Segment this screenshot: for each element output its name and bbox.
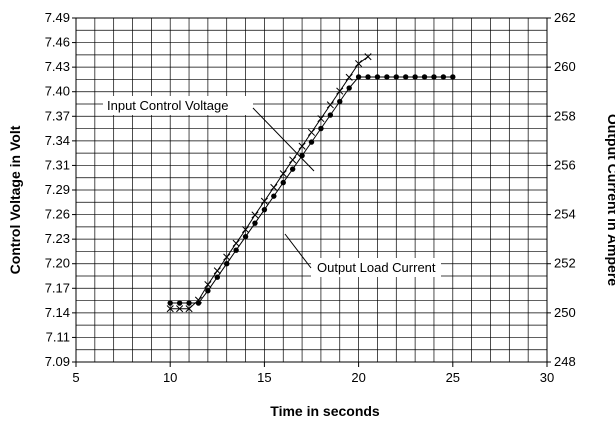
data-point-output-load-current <box>374 74 381 80</box>
y-axis-title: Control Voltage in Volt <box>7 125 23 274</box>
data-point-input-control-voltage <box>336 87 344 95</box>
y-tick-label: 7.40 <box>45 84 70 99</box>
data-point-output-load-current <box>224 261 230 267</box>
data-point-output-load-current <box>393 74 399 80</box>
data-point-input-control-voltage <box>260 197 268 205</box>
data-point-output-load-current <box>440 74 447 80</box>
y2-tick-label: 256 <box>554 157 576 172</box>
y2-tick-label: 248 <box>554 354 576 369</box>
data-point-input-control-voltage <box>317 115 325 123</box>
y2-tick-label: 262 <box>554 10 576 25</box>
data-point-output-load-current <box>233 247 239 253</box>
x-tick-label: 15 <box>257 370 271 385</box>
data-point-input-control-voltage <box>251 211 259 219</box>
data-point-input-control-voltage <box>242 226 250 234</box>
y-tick-label: 7.20 <box>45 256 70 271</box>
data-point-output-load-current <box>280 179 286 186</box>
y-tick-label: 7.26 <box>45 207 70 222</box>
y2-tick-label: 250 <box>554 305 576 320</box>
data-point-output-load-current <box>337 98 343 105</box>
y-tick-label: 7.31 <box>45 157 70 172</box>
data-point-output-load-current <box>403 74 409 80</box>
annotation-box <box>103 96 253 115</box>
annotation-label-output-current: Output Load Current <box>317 260 436 275</box>
data-point-output-load-current <box>252 220 258 226</box>
y2-tick-label: 258 <box>554 108 576 123</box>
data-point-output-load-current <box>299 152 305 159</box>
y-tick-label: 7.11 <box>46 329 70 344</box>
x-tick-label: 5 <box>72 370 79 385</box>
data-point-output-load-current <box>346 85 352 91</box>
axis-tick-labels: 5 10 15 20 25 30 7.09 7.11 7.14 7.17 7.20 7.23 7.26 7… <box>45 10 576 385</box>
y-tick-label: 7.43 <box>45 59 70 74</box>
y-tick-label: 7.37 <box>45 108 70 123</box>
data-point-output-load-current <box>167 300 173 306</box>
y-tick-label: 7.23 <box>45 231 70 246</box>
data-point-output-load-current <box>261 206 268 213</box>
data-point-input-control-voltage <box>213 267 221 275</box>
y2-tick-label: 252 <box>554 256 576 271</box>
y-tick-label: 7.09 <box>45 354 70 369</box>
y2-axis-title: Output Current in Ampere <box>605 114 615 286</box>
data-point-input-control-voltage <box>289 156 297 164</box>
data-point-input-control-voltage <box>279 170 287 178</box>
data-point-output-load-current <box>384 74 390 80</box>
data-point-output-load-current <box>271 193 277 199</box>
data-point-input-control-voltage <box>176 305 184 313</box>
x-tick-label: 30 <box>540 370 554 385</box>
annotation-output-load-current: Output Load Current <box>284 233 441 277</box>
y2-tick-label: 260 <box>554 59 576 74</box>
data-point-input-control-voltage <box>270 183 278 191</box>
data-point-output-load-current <box>355 74 362 80</box>
data-point-output-load-current <box>327 112 334 118</box>
grid-lines <box>76 18 547 362</box>
annotation-box <box>311 258 441 277</box>
data-point-input-control-voltage <box>204 281 212 289</box>
annotation-arrow <box>252 107 315 172</box>
x-tick-label: 10 <box>163 370 177 385</box>
data-point-output-load-current <box>176 300 183 306</box>
y-tick-label: 7.46 <box>45 35 70 50</box>
data-point-output-load-current <box>431 74 437 80</box>
data-point-output-load-current <box>450 74 456 80</box>
y-tick-label: 7.49 <box>45 10 70 25</box>
data-point-output-load-current <box>365 74 371 80</box>
data-point-output-load-current <box>289 166 296 172</box>
x-axis-title: Time in seconds <box>270 403 380 419</box>
data-point-output-load-current <box>195 300 202 306</box>
annotation-input-control-voltage: Input Control Voltage <box>103 96 315 172</box>
data-point-input-control-voltage <box>166 305 174 313</box>
series-line-input-control-voltage <box>170 56 369 310</box>
data-point-output-load-current <box>421 74 428 80</box>
data-point-input-control-voltage <box>298 142 306 150</box>
y-tick-label: 7.34 <box>45 133 70 148</box>
series-layer <box>166 53 456 313</box>
data-point-input-control-voltage <box>355 60 363 68</box>
data-point-input-control-voltage <box>345 73 353 81</box>
data-point-input-control-voltage <box>223 253 231 261</box>
data-point-output-load-current <box>412 74 418 80</box>
data-point-output-load-current <box>318 125 324 132</box>
data-point-input-control-voltage <box>364 53 372 61</box>
data-point-output-load-current <box>308 139 315 145</box>
y-tick-label: 7.29 <box>45 182 70 197</box>
y-tick-label: 7.17 <box>45 280 70 295</box>
data-point-output-load-current <box>214 274 220 280</box>
x-tick-label: 20 <box>351 370 365 385</box>
data-point-input-control-voltage <box>326 101 334 109</box>
data-point-input-control-voltage <box>307 128 316 136</box>
y-tick-label: 7.14 <box>45 305 70 320</box>
annotation-label-input-voltage: Input Control Voltage <box>107 98 228 113</box>
data-point-output-load-current <box>242 233 249 240</box>
data-point-output-load-current <box>186 300 192 306</box>
y2-tick-label: 254 <box>554 207 576 222</box>
annotation-arrow <box>284 233 312 269</box>
data-point-output-load-current <box>205 288 211 294</box>
x-tick-label: 25 <box>446 370 460 385</box>
data-point-input-control-voltage <box>185 305 193 313</box>
data-point-input-control-voltage <box>232 239 240 247</box>
